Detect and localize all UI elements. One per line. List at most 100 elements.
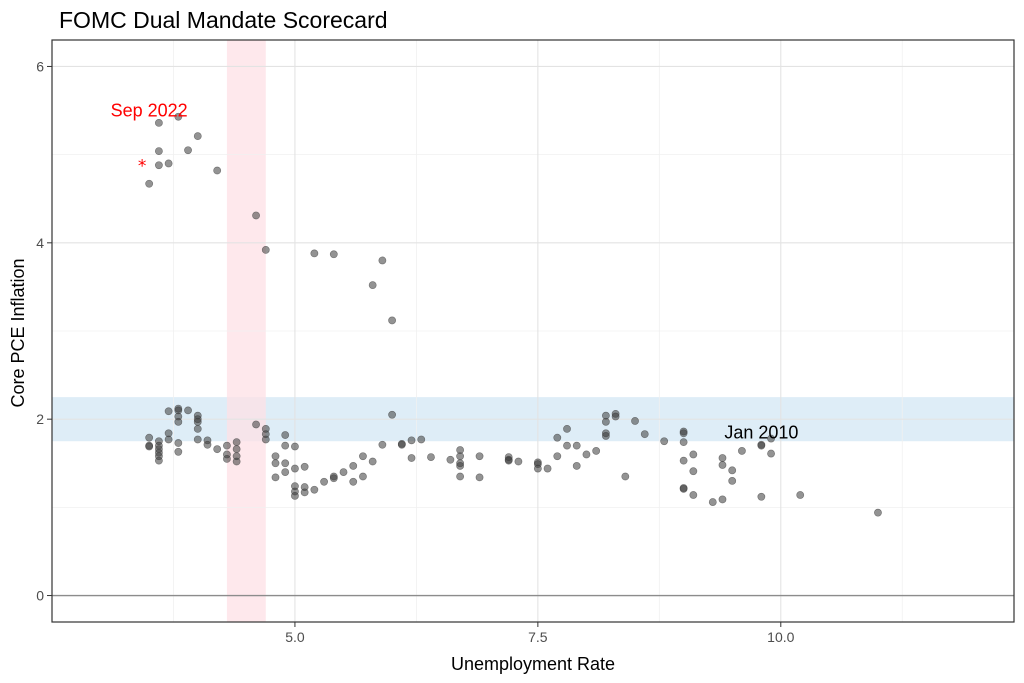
data-point (689, 467, 698, 476)
x-tick-label: 5.0 (285, 629, 305, 645)
data-point (154, 456, 163, 465)
data-point (767, 434, 775, 443)
data-point (145, 179, 154, 188)
x-tick-label: 10.0 (767, 629, 794, 645)
data-point (533, 458, 542, 467)
data-point (300, 462, 309, 471)
data-point (174, 404, 183, 413)
data-point (757, 492, 766, 501)
data-point (193, 132, 202, 141)
data-point (184, 406, 192, 415)
y-tick-label: 4 (36, 235, 44, 251)
data-point (184, 146, 192, 155)
data-point (592, 447, 601, 455)
data-point (456, 459, 465, 468)
data-point (718, 495, 727, 504)
data-point (261, 435, 270, 444)
data-point (572, 441, 581, 450)
data-point (281, 459, 290, 468)
annotation-label: Jan 2010 (724, 422, 798, 442)
data-point (407, 436, 416, 445)
axes: 5.0 7.5 10.0 0 2 4 6 (36, 58, 794, 645)
data-point (281, 441, 290, 450)
data-point (456, 452, 465, 461)
data-point (174, 439, 183, 447)
data-point (232, 445, 241, 454)
data-point (213, 445, 222, 454)
data-point (145, 442, 154, 451)
data-point (738, 447, 746, 455)
data-point (349, 477, 358, 486)
data-point (145, 433, 154, 442)
data-point (601, 417, 610, 426)
data-point (475, 452, 484, 461)
y-axis-title: Core PCE Inflation (8, 258, 28, 407)
data-point (504, 456, 513, 465)
data-point (621, 472, 630, 481)
data-point (388, 410, 397, 419)
data-point (252, 420, 260, 429)
data-point (718, 454, 727, 462)
data-point (553, 452, 562, 461)
data-point (427, 453, 435, 461)
data-point (378, 256, 387, 265)
data-point (359, 452, 367, 461)
data-point (154, 147, 163, 156)
y-tick-label: 6 (36, 58, 44, 74)
data-point (193, 424, 202, 433)
data-point (164, 407, 173, 416)
data-point (689, 450, 698, 459)
x-axis-title: Unemployment Rate (451, 654, 615, 674)
data-point (378, 440, 387, 449)
data-point (417, 435, 426, 444)
data-point (728, 477, 737, 485)
data-point (291, 491, 299, 500)
data-point (164, 435, 173, 444)
data-point (174, 112, 183, 121)
data-point (660, 437, 669, 446)
data-point (339, 468, 348, 476)
data-point (689, 491, 698, 499)
data-point (640, 430, 649, 439)
data-point (582, 450, 591, 459)
data-point (300, 488, 309, 497)
data-point (154, 161, 163, 170)
data-point (446, 455, 455, 464)
data-point (874, 508, 882, 517)
y-tick-label: 0 (36, 588, 44, 604)
data-point (320, 477, 328, 486)
data-points (145, 112, 882, 517)
data-point (543, 464, 552, 473)
data-point (563, 424, 571, 433)
data-point (271, 473, 280, 482)
annotations: * Sep 2022 Jan 2010 (111, 101, 799, 443)
data-point (728, 466, 737, 475)
data-point (679, 429, 688, 438)
highlight-marker: * (138, 156, 147, 176)
data-point (514, 457, 523, 466)
data-point (631, 417, 639, 425)
data-point (757, 441, 766, 450)
data-point (193, 415, 202, 424)
data-point (281, 468, 290, 476)
data-point (601, 432, 610, 440)
data-point (679, 484, 688, 493)
y-tick-label: 2 (36, 411, 44, 427)
x-tick-label: 7.5 (528, 629, 548, 645)
data-point (291, 464, 299, 473)
data-point (213, 166, 222, 175)
plot-border (51, 39, 1015, 623)
data-point (310, 249, 319, 258)
data-point (475, 473, 484, 482)
data-point (359, 472, 367, 481)
data-point (174, 447, 183, 456)
data-point (174, 417, 183, 426)
data-point (203, 440, 212, 449)
data-point (232, 457, 241, 466)
data-point (767, 449, 775, 458)
data-point (679, 456, 688, 465)
data-point (232, 438, 241, 447)
data-point (718, 461, 727, 469)
data-point (154, 118, 163, 127)
